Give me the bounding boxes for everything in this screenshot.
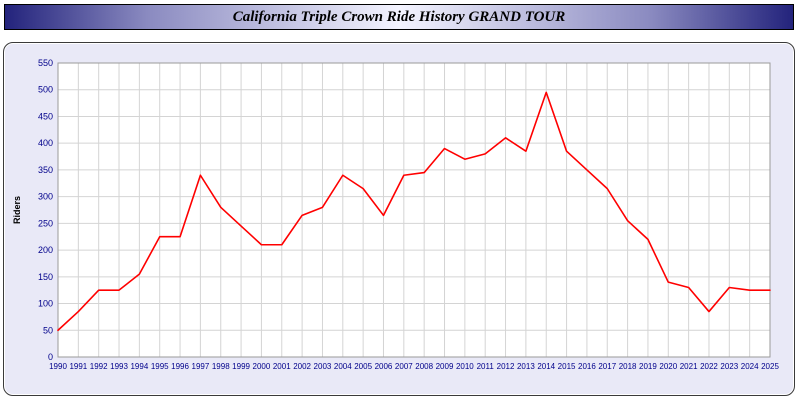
y-tick-label: 450: [38, 111, 53, 121]
y-tick-label: 100: [38, 299, 53, 309]
x-tick-label: 2015: [558, 362, 576, 371]
y-tick-label: 500: [38, 85, 53, 95]
x-tick-label: 1995: [151, 362, 169, 371]
y-tick-label: 0: [48, 352, 53, 362]
x-tick-label: 2005: [354, 362, 372, 371]
x-tick-label: 1991: [69, 362, 87, 371]
x-tick-label: 2004: [334, 362, 352, 371]
chart-title: California Triple Crown Ride History GRA…: [232, 8, 566, 25]
x-tick-label: 2010: [456, 362, 474, 371]
y-tick-label: 300: [38, 192, 53, 202]
x-tick-label: 2001: [273, 362, 291, 371]
y-tick-label: 50: [43, 325, 53, 335]
chart-panel: 0 50 100 150 200 250 300 350 400 450 500 550 1990 199…: [3, 42, 795, 396]
y-tick-label: 400: [38, 138, 53, 148]
x-tick-label: 1997: [192, 362, 210, 371]
x-tick-label: 2025: [761, 362, 779, 371]
y-tick-label: 250: [38, 218, 53, 228]
x-tick-label: 2021: [680, 362, 698, 371]
x-tick-label: 2014: [537, 362, 555, 371]
x-tick-label: 2007: [395, 362, 413, 371]
x-tick-label: 2002: [293, 362, 311, 371]
y-tick-label: 150: [38, 272, 53, 282]
y-tick-label: 550: [38, 58, 53, 68]
x-tick-label: 2012: [497, 362, 515, 371]
x-tick-label: 1994: [130, 362, 148, 371]
riders-series-line: [57, 91, 771, 332]
x-tick-label: 2011: [477, 362, 495, 371]
x-tick-label: 2009: [436, 362, 454, 371]
x-tick-label: 2018: [619, 362, 637, 371]
x-tick-label: 2023: [720, 362, 738, 371]
x-tick-label: 1990: [49, 362, 67, 371]
x-tick-label: 1993: [110, 362, 128, 371]
x-tick-label: 2016: [578, 362, 596, 371]
x-tick-label: 1992: [90, 362, 108, 371]
x-tick-label: 2022: [700, 362, 718, 371]
y-axis-title: Riders: [12, 196, 22, 224]
x-tick-label: 2017: [598, 362, 616, 371]
x-tick-label: 2008: [415, 362, 433, 371]
x-tick-label: 1998: [212, 362, 230, 371]
x-tick-label: 2000: [253, 362, 271, 371]
plot-frame: [57, 62, 771, 358]
x-tick-label: 2019: [639, 362, 657, 371]
x-tick-label: 2020: [659, 362, 677, 371]
y-tick-label: 350: [38, 165, 53, 175]
x-tick-label: 2024: [741, 362, 759, 371]
x-tick-label: 2006: [375, 362, 393, 371]
chart-title-bar: California Triple Crown Ride History GRA…: [4, 4, 794, 30]
x-tick-label: 1999: [232, 362, 250, 371]
plot-area: [58, 63, 770, 357]
x-tick-label: 1996: [171, 362, 189, 371]
x-tick-label: 2013: [517, 362, 535, 371]
y-tick-label: 200: [38, 245, 53, 255]
x-tick-label: 2003: [314, 362, 332, 371]
